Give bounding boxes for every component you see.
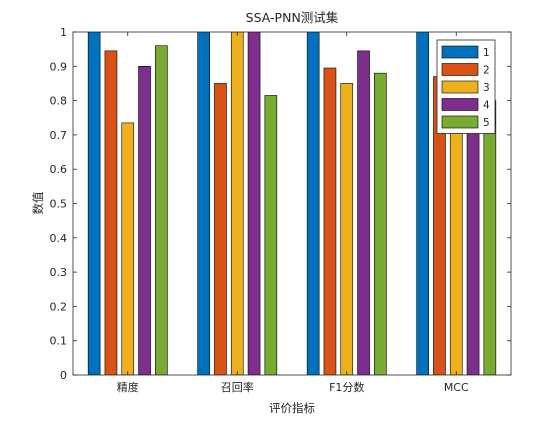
x-tick-label: 精度: [117, 380, 139, 394]
y-tick-label: 0.9: [50, 60, 68, 73]
bar: [340, 83, 354, 375]
bar: [416, 32, 429, 375]
y-tick-label: 0.4: [50, 232, 68, 245]
legend-label: 2: [483, 65, 490, 77]
y-tick-label: 0.1: [50, 335, 68, 348]
bar: [121, 122, 135, 375]
bars-layer: [87, 32, 497, 375]
x-axis-label: 评价指标: [269, 401, 315, 415]
bar: [306, 32, 320, 375]
legend-swatch: [441, 45, 479, 59]
bar: [87, 32, 101, 375]
y-tick-label: 0.3: [50, 266, 68, 279]
legend: 1 2 3 4 5: [436, 39, 496, 134]
bar: [214, 83, 227, 375]
x-tick-label: 召回率: [221, 380, 254, 394]
legend-label: 1: [483, 47, 490, 59]
bar: [264, 95, 278, 375]
x-tick-label: MCC: [444, 381, 469, 394]
bar: [357, 50, 370, 375]
legend-swatch: [441, 115, 479, 129]
bar: [483, 100, 497, 375]
bar: [247, 32, 261, 375]
bar: [449, 100, 463, 375]
legend-swatch: [441, 63, 479, 76]
y-tick-label: 0.8: [50, 95, 68, 108]
y-tick-label: 1: [60, 26, 67, 39]
bar: [104, 50, 118, 375]
legend-label: 3: [483, 82, 490, 94]
y-tick-label: 0.7: [50, 129, 68, 142]
legend-swatch: [441, 80, 479, 94]
bar: [138, 66, 151, 375]
legend-swatch: [441, 98, 479, 111]
bar: [374, 72, 387, 375]
bar: [323, 67, 337, 375]
legend-label: 4: [483, 100, 490, 112]
chart-title: SSA-PNN测试集: [246, 10, 339, 25]
bar: [197, 32, 210, 375]
y-tick-label: 0.5: [50, 198, 68, 211]
y-axis-label: 数值: [31, 191, 45, 214]
bar: [230, 32, 244, 375]
legend-label: 5: [483, 117, 490, 129]
y-tick-label: 0: [60, 369, 67, 382]
x-tick-label: F1分数: [329, 381, 364, 394]
bar: [155, 45, 168, 375]
y-tick-label: 0.2: [50, 300, 68, 313]
y-tick-label: 0.6: [50, 163, 68, 176]
axes-layer: 0 0.1 0.2 0.3 0.4 0.5 0.6 0.7 0.8 0.9 1 精度 召回率 F1分数 MC…: [50, 26, 512, 394]
